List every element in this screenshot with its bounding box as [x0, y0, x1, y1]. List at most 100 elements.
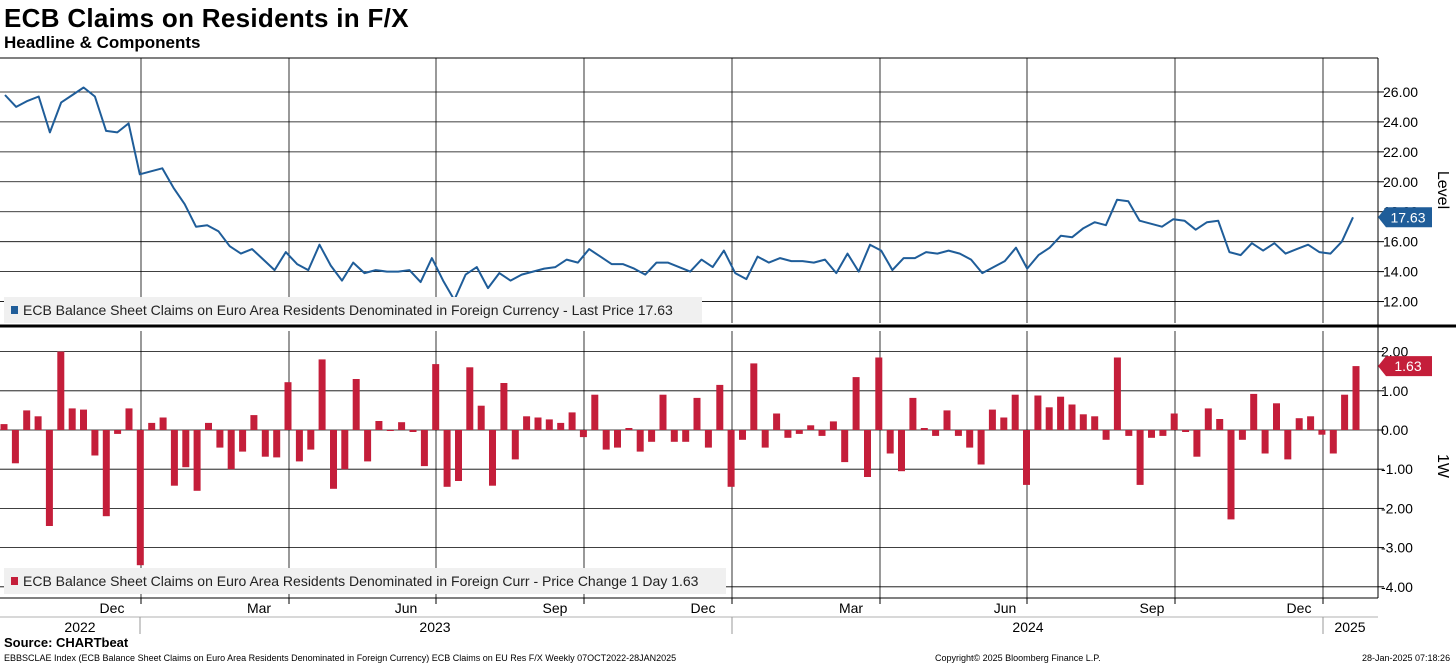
bar: [45, 430, 53, 526]
x-tick-year: 2022: [64, 619, 95, 635]
bar-series: [0, 351, 1360, 566]
bar: [954, 430, 962, 436]
bar: [386, 430, 394, 431]
x-tick-month: Sep: [543, 600, 568, 616]
last-level-tag: 17.63: [1378, 207, 1432, 228]
bar: [1170, 413, 1178, 430]
x-axis-years: 2022 2023 2024 2025: [0, 616, 1378, 635]
source-label: Source: CHARTbeat: [4, 635, 129, 650]
bar: [1250, 393, 1258, 430]
bar: [455, 430, 462, 481]
bar: [1045, 407, 1053, 430]
bar: [11, 430, 19, 464]
y-tick-label: 24.00: [1383, 114, 1418, 130]
y-tick-label: -3.00: [1381, 540, 1413, 556]
y-tick-label: 1.00: [1381, 383, 1408, 399]
bar: [636, 430, 644, 452]
bar: [227, 430, 235, 470]
bar: [443, 430, 451, 487]
y-tick-label: -4.00: [1381, 579, 1413, 595]
bar: [1352, 366, 1360, 430]
legend-change: ECB Balance Sheet Claims on Euro Area Re…: [4, 568, 726, 594]
bar: [682, 430, 690, 442]
bar: [398, 422, 406, 430]
bar: [1000, 417, 1008, 430]
bar: [1148, 430, 1155, 438]
x-tick-month: Sep: [1140, 600, 1165, 616]
bar: [977, 430, 985, 465]
bar: [1227, 430, 1235, 520]
footer-description: EBBSCLAE Index (ECB Balance Sheet Claims…: [4, 653, 677, 663]
bar: [625, 428, 633, 430]
bar: [818, 430, 826, 436]
x-tick-month: Dec: [691, 600, 716, 616]
bar: [795, 430, 803, 434]
legend-change-text: ECB Balance Sheet Claims on Euro Area Re…: [23, 573, 699, 589]
bar: [852, 377, 860, 430]
bar: [909, 397, 917, 430]
bar: [1079, 414, 1087, 430]
bar: [1216, 419, 1224, 430]
legend-level-text: ECB Balance Sheet Claims on Euro Area Re…: [23, 302, 673, 318]
chart-subtitle: Headline & Components: [4, 33, 201, 52]
y-tick-label: 22.00: [1383, 144, 1418, 160]
bar: [114, 430, 122, 434]
bar: [500, 383, 508, 430]
bar: [489, 430, 496, 486]
bar: [1057, 396, 1065, 430]
bar: [57, 351, 65, 430]
bar: [1023, 430, 1030, 485]
last-change-tag-shape: [1378, 356, 1432, 377]
bar: [0, 424, 8, 430]
bar: [534, 417, 542, 430]
bar: [1136, 430, 1144, 485]
bar: [205, 422, 212, 430]
bar: [829, 421, 837, 430]
bar: [988, 409, 996, 430]
bar: [1102, 430, 1110, 440]
bar: [932, 430, 940, 436]
footer-copyright: Copyright© 2025 Bloomberg Finance L.P.: [935, 653, 1101, 663]
bar: [91, 430, 99, 456]
bar: [409, 430, 417, 432]
bar: [1091, 416, 1099, 430]
bar: [727, 430, 735, 487]
footer-timestamp: 28-Jan-2025 07:18:26: [1362, 653, 1451, 663]
bar: [420, 430, 428, 467]
bottom-grid: 2.00 1.00 0.00 -1.00 -2.00 -3.00 -4.00: [0, 344, 1413, 595]
bar: [102, 430, 110, 517]
bar: [1125, 430, 1133, 436]
bar: [1307, 416, 1315, 430]
x-tick-month: Jun: [395, 600, 418, 616]
bar: [364, 430, 372, 462]
bar: [1011, 394, 1019, 430]
x-axis-months: Dec Mar Jun Sep Dec Mar Jun Sep Dec: [100, 600, 1312, 616]
x-tick-month: Mar: [839, 600, 863, 616]
bar: [273, 430, 281, 458]
legend-level-swatch: [11, 306, 18, 314]
vertical-grid: [140, 58, 1324, 598]
bar: [943, 410, 951, 430]
bar: [568, 412, 576, 430]
bar: [1341, 394, 1349, 430]
last-level-tag-shape: [1378, 207, 1432, 228]
bar: [841, 430, 849, 463]
bar: [182, 430, 190, 468]
bar: [80, 409, 87, 430]
bar: [1329, 430, 1337, 454]
y-axis-label-1w: 1W: [1434, 454, 1451, 479]
bar: [159, 417, 167, 430]
bar: [579, 430, 587, 438]
bar: [1159, 430, 1167, 436]
y-tick-label: 12.00: [1383, 294, 1418, 310]
bar: [432, 364, 440, 430]
last-change-tag-text: 1.63: [1394, 358, 1421, 374]
bar: [864, 430, 871, 477]
chart-title: ECB Claims on Residents in F/X: [4, 3, 409, 33]
bar: [1068, 404, 1076, 430]
bar: [261, 430, 269, 457]
bar: [125, 408, 133, 430]
y-tick-label: 20.00: [1383, 174, 1418, 190]
legend-change-swatch: [11, 577, 18, 585]
